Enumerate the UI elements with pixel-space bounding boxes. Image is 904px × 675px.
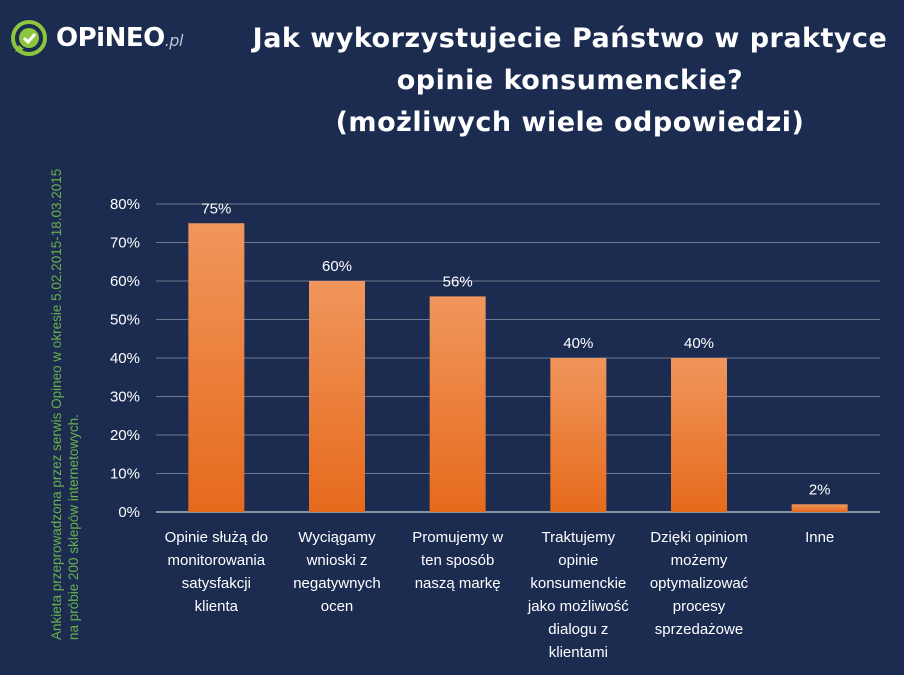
category-label: Inne bbox=[805, 529, 834, 546]
category-label: Wyciągamy bbox=[298, 529, 376, 546]
category-label: Promujemy w bbox=[412, 529, 503, 546]
data-label: 56% bbox=[443, 273, 473, 290]
category-label: jako możliwość bbox=[527, 598, 629, 615]
category-label: wnioski z bbox=[306, 552, 368, 569]
category-label: negatywnych bbox=[293, 575, 381, 592]
category-label: dialogu z bbox=[548, 621, 608, 638]
bar bbox=[309, 281, 365, 512]
logo-text: OPiNEO.pl bbox=[56, 23, 183, 53]
opineo-logo: OPiNEO.pl bbox=[10, 19, 183, 57]
category-label: procesy bbox=[673, 598, 726, 615]
y-tick-label: 10% bbox=[110, 466, 140, 483]
bar bbox=[671, 358, 727, 512]
category-label: monitorowania bbox=[168, 552, 266, 569]
category-label: opinie bbox=[558, 552, 598, 569]
y-tick-label: 30% bbox=[110, 389, 140, 406]
category-label: optymalizować bbox=[650, 575, 749, 592]
category-label: klienta bbox=[195, 598, 239, 615]
category-label: Traktujemy bbox=[542, 529, 616, 546]
y-tick-label: 40% bbox=[110, 350, 140, 367]
data-label: 60% bbox=[322, 258, 352, 275]
category-label: konsumenckie bbox=[530, 575, 626, 592]
chart-title: Jak wykorzystujecie Państwo w praktyce o… bbox=[252, 23, 888, 138]
category-label: sprzedażowe bbox=[655, 621, 743, 638]
category-label: naszą markę bbox=[415, 575, 501, 592]
y-tick-label: 60% bbox=[110, 273, 140, 290]
bar bbox=[791, 504, 848, 512]
bar bbox=[550, 358, 607, 512]
y-tick-label: 80% bbox=[110, 196, 140, 213]
category-label: Dzięki opiniom bbox=[650, 529, 748, 546]
data-label: 40% bbox=[563, 335, 593, 352]
data-label: 40% bbox=[684, 335, 714, 352]
category-label: ocen bbox=[321, 598, 354, 615]
y-tick-label: 20% bbox=[110, 427, 140, 444]
category-label: Opinie służą do bbox=[165, 529, 268, 546]
y-tick-label: 50% bbox=[110, 312, 140, 329]
bar bbox=[429, 296, 486, 512]
check-bubble-icon bbox=[11, 20, 47, 56]
y-tick-label: 70% bbox=[110, 235, 140, 252]
data-label: 75% bbox=[201, 200, 231, 217]
category-label: klientami bbox=[549, 644, 608, 661]
category-label: możemy bbox=[671, 552, 728, 569]
category-label: ten sposób bbox=[421, 552, 494, 569]
y-tick-label: 0% bbox=[118, 504, 140, 521]
category-label: satysfakcji bbox=[182, 575, 251, 592]
bar bbox=[188, 223, 245, 512]
data-label: 2% bbox=[809, 481, 831, 498]
